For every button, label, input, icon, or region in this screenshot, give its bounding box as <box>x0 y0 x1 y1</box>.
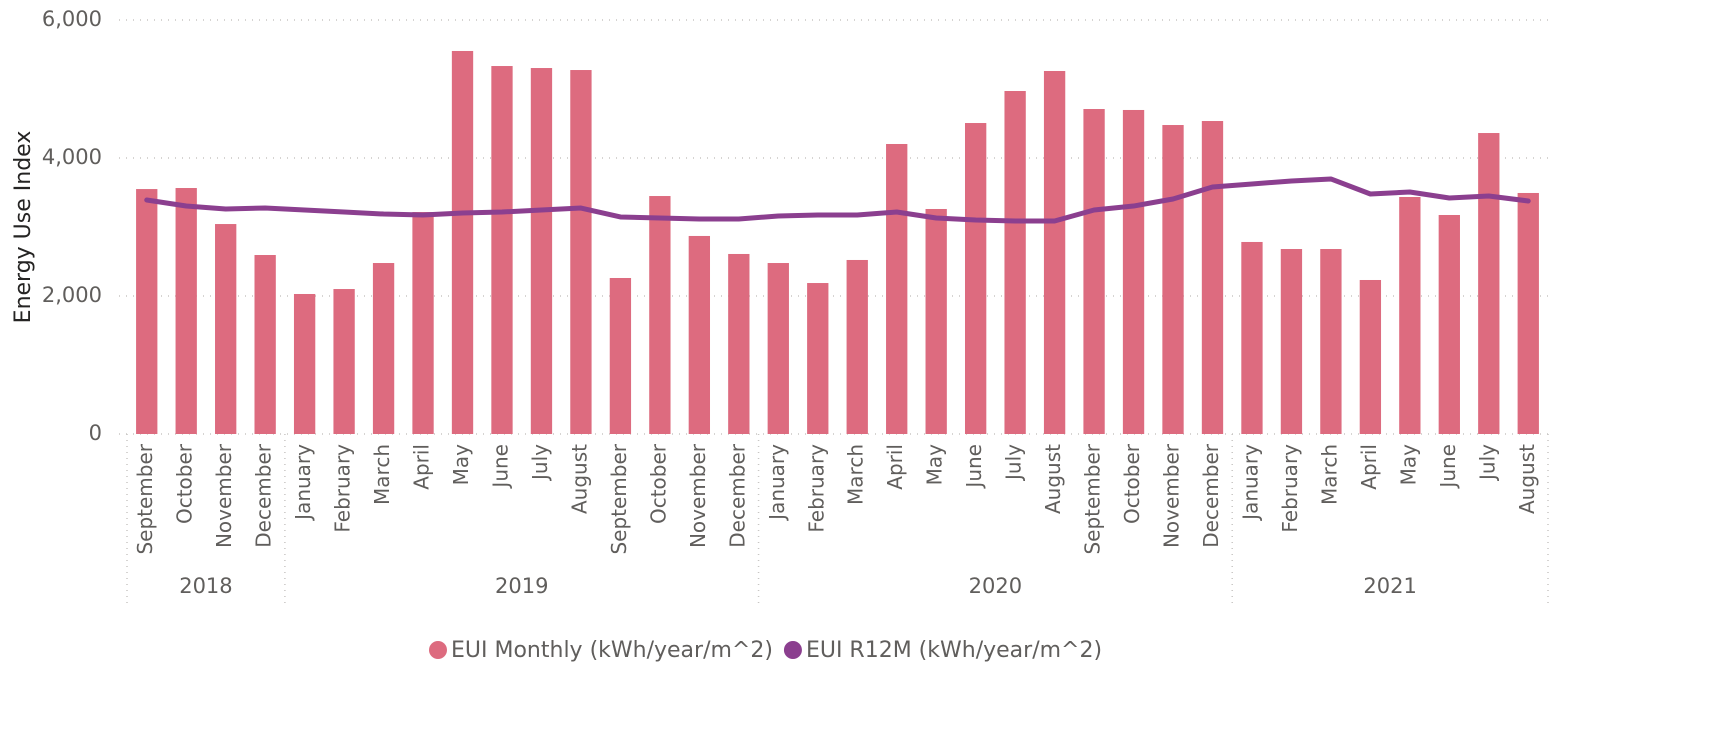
bar <box>1241 241 1263 434</box>
bar <box>1517 192 1539 434</box>
x-tick-label: September <box>133 443 157 554</box>
bar <box>1478 133 1500 434</box>
legend-label: EUI R12M (kWh/year/m^2) <box>806 638 1102 663</box>
x-tick-label: April <box>410 444 434 490</box>
x-group-label: 2019 <box>495 574 548 598</box>
x-tick-label: June <box>962 444 986 490</box>
bar <box>412 212 434 434</box>
x-tick-label: December <box>1199 443 1223 547</box>
bar <box>846 259 868 434</box>
legend-label: EUI Monthly (kWh/year/m^2) <box>451 638 773 663</box>
bar <box>1083 109 1105 434</box>
bar <box>530 68 553 435</box>
x-tick-label: November <box>1160 443 1184 548</box>
bar <box>925 208 947 434</box>
bar <box>1320 249 1342 434</box>
x-tick-label: January <box>291 444 315 522</box>
bar <box>1122 109 1145 434</box>
x-tick-label: April <box>883 444 907 490</box>
y-tick-label: 6,000 <box>42 7 102 31</box>
bar <box>215 224 237 434</box>
bar <box>688 235 711 434</box>
bar <box>1399 196 1421 434</box>
bar <box>333 289 355 434</box>
x-tick-label: February <box>804 444 828 533</box>
bar <box>886 143 908 435</box>
x-tick-label: July <box>528 444 552 482</box>
bar <box>1359 279 1382 434</box>
bar <box>293 293 316 434</box>
x-tick-label: August <box>567 444 591 514</box>
x-tick-label: August <box>1041 444 1065 514</box>
bar <box>649 196 671 434</box>
legend-marker <box>429 641 447 659</box>
bar <box>1162 125 1184 434</box>
x-tick-label: May <box>449 444 473 486</box>
x-tick-label: July <box>1475 444 1499 482</box>
legend-marker <box>783 641 802 659</box>
bar <box>254 255 276 434</box>
line <box>144 176 1531 224</box>
bar <box>1043 70 1066 434</box>
bar <box>136 189 158 434</box>
bar <box>609 277 632 434</box>
x-tick-label: January <box>1238 444 1262 522</box>
bar <box>1201 121 1224 435</box>
x-tick-label: June <box>1436 444 1460 490</box>
bar <box>451 50 474 435</box>
x-tick-label: February <box>1278 444 1302 533</box>
x-group-label: 2020 <box>969 574 1022 598</box>
bar <box>372 263 395 434</box>
y-axis-title: Energy Use Index <box>11 131 36 324</box>
x-tick-label: April <box>1357 444 1381 490</box>
x-group-label: 2021 <box>1363 574 1416 598</box>
x-tick-label: November <box>686 443 710 548</box>
x-tick-label: March <box>1317 444 1341 505</box>
bar <box>1438 214 1460 434</box>
bar <box>767 263 789 434</box>
x-tick-label: February <box>331 444 355 533</box>
x-tick-label: August <box>1515 444 1539 514</box>
x-tick-label: March <box>370 444 394 505</box>
x-tick-label: November <box>212 443 236 548</box>
bar <box>570 70 592 435</box>
x-tick-label: October <box>646 443 670 524</box>
x-tick-label: September <box>1081 443 1105 554</box>
x-tick-label: December <box>725 443 749 547</box>
bar <box>807 283 829 434</box>
bar <box>1280 249 1303 434</box>
x-group-label: 2018 <box>179 574 232 598</box>
y-tick-label: 2,000 <box>42 283 102 307</box>
bar <box>964 123 987 434</box>
x-tick-label: January <box>765 444 789 522</box>
y-tick-label: 4,000 <box>42 145 102 169</box>
y-tick-label: 0 <box>89 421 102 445</box>
x-tick-label: June <box>488 444 512 490</box>
x-tick-label: May <box>923 444 947 486</box>
x-tick-label: September <box>607 443 631 554</box>
x-tick-label: May <box>1396 444 1420 486</box>
x-tick-label: October <box>173 443 197 524</box>
bar <box>491 66 513 434</box>
x-tick-label: July <box>1002 444 1026 482</box>
x-tick-label: October <box>1120 443 1144 524</box>
x-tick-label: March <box>844 444 868 505</box>
bar <box>175 188 197 434</box>
bar <box>728 253 750 434</box>
x-tick-label: December <box>252 443 276 547</box>
bar <box>1004 91 1026 434</box>
